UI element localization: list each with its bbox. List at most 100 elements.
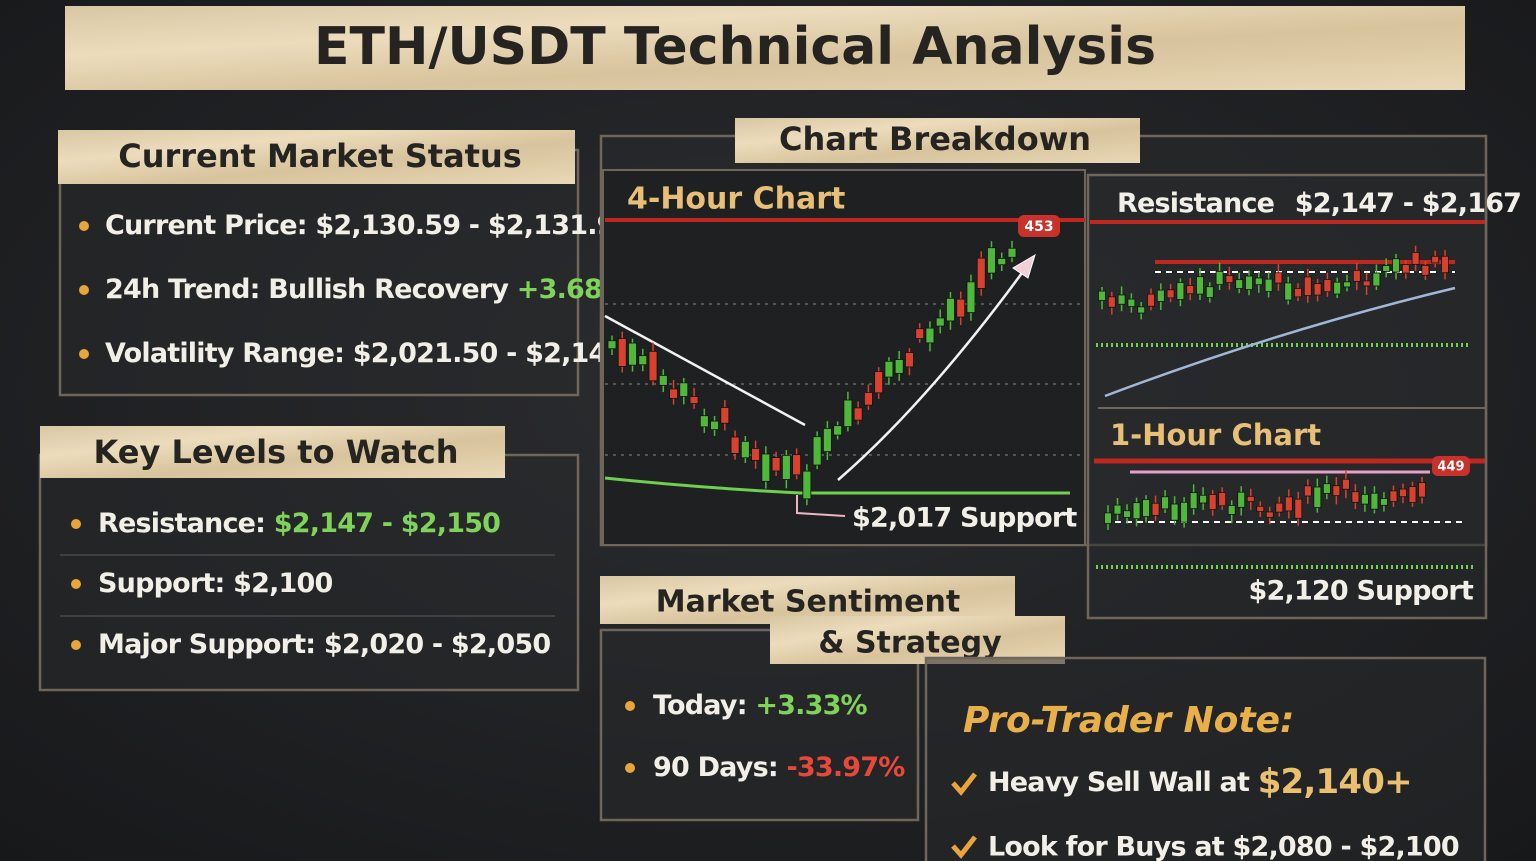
candle [1313, 486, 1322, 508]
callout [796, 495, 846, 517]
candle [1333, 281, 1342, 295]
candle [1098, 290, 1106, 301]
candle [1332, 485, 1341, 497]
candle [710, 420, 719, 431]
bullet [71, 640, 81, 650]
sentiment-item: Today: +3.33% [653, 690, 868, 721]
candle [781, 454, 791, 480]
title-banner [65, 6, 1465, 90]
candle [1180, 501, 1189, 523]
candle [1166, 289, 1175, 299]
candle [1104, 512, 1112, 525]
candle [1156, 289, 1165, 302]
candle [884, 360, 894, 378]
panel [1086, 173, 1488, 620]
candle [1127, 298, 1136, 307]
candle [1421, 264, 1430, 276]
candle [720, 407, 730, 424]
candle [1176, 282, 1185, 300]
candle [812, 436, 822, 466]
candle [1161, 496, 1169, 510]
candle [1225, 275, 1234, 284]
candle [802, 470, 812, 500]
candle [1151, 502, 1160, 516]
candle [617, 338, 627, 367]
chart-resistance [1090, 220, 1485, 409]
candle [987, 247, 996, 274]
chart-title: 1-Hour Chart [1110, 418, 1321, 452]
candle [1117, 294, 1126, 305]
candle [1142, 499, 1150, 518]
arrow-head [1012, 253, 1036, 279]
candle [1196, 276, 1204, 295]
section-banner [40, 426, 505, 478]
candle [1237, 491, 1246, 508]
panel [38, 453, 580, 692]
page-title: ETH/USDT Technical Analysis [314, 17, 1156, 77]
candle [1303, 276, 1312, 297]
candle [874, 371, 884, 394]
candle [822, 428, 832, 452]
candle [1392, 258, 1400, 273]
sentiment-item: 90 Days: -33.97% [653, 752, 905, 783]
level-item: Support: $2,100 [98, 568, 333, 599]
candle [1218, 492, 1227, 507]
trend-arrow [837, 261, 1032, 481]
candle [833, 425, 843, 436]
section-title: Market Sentiment [656, 585, 960, 620]
candle [1186, 285, 1195, 295]
candle [1256, 505, 1265, 512]
candle [1284, 496, 1293, 512]
panel [924, 656, 1487, 861]
candle [1123, 510, 1131, 518]
candle [1341, 478, 1350, 490]
candle [966, 281, 976, 313]
candle [1246, 495, 1255, 502]
panel [58, 148, 580, 397]
candle [1322, 483, 1331, 494]
bullet [79, 285, 89, 295]
candle [1372, 272, 1381, 287]
candle [1235, 279, 1244, 289]
chart-4h-frame [602, 169, 1086, 546]
price-badge-text: 453 [1024, 219, 1053, 235]
candle [1351, 491, 1360, 503]
candle [1401, 264, 1410, 274]
candle [1408, 486, 1417, 504]
candle [1352, 269, 1361, 282]
candle [1284, 282, 1293, 301]
candle [1199, 494, 1208, 504]
candle [1007, 247, 1017, 258]
candle [792, 454, 802, 476]
candle [1215, 270, 1224, 285]
price-badge-text: 449 [1437, 460, 1464, 475]
level-item: Resistance: $2,147 - $2,150 [98, 508, 500, 539]
candle [976, 257, 986, 289]
support-label: $2,120 Support [1249, 576, 1474, 607]
check-icon [951, 835, 977, 859]
candle [1441, 255, 1449, 274]
status-item: Current Price: $2,130.59 - $2,131.92 [105, 210, 633, 241]
bullet [625, 701, 635, 711]
candle [925, 327, 935, 344]
section-title: & Strategy [818, 626, 1002, 661]
candle [1227, 505, 1236, 515]
status-item: 24h Trend: Bullish Recovery +3.68% [105, 274, 629, 305]
candle [905, 352, 914, 368]
candle [689, 396, 699, 404]
candle [1147, 293, 1155, 307]
candle [1205, 286, 1214, 298]
candle [1274, 272, 1283, 284]
candle [894, 359, 904, 374]
candle [1382, 265, 1391, 272]
candle [1362, 280, 1371, 287]
trend-line [604, 314, 806, 427]
bullet [79, 221, 89, 231]
candle [1208, 494, 1217, 510]
candle [607, 340, 617, 350]
candle [1418, 482, 1426, 498]
section-title: Chart Breakdown [779, 120, 1091, 158]
section-banner [58, 130, 575, 184]
candle [843, 399, 853, 428]
price-badge [1018, 215, 1060, 237]
